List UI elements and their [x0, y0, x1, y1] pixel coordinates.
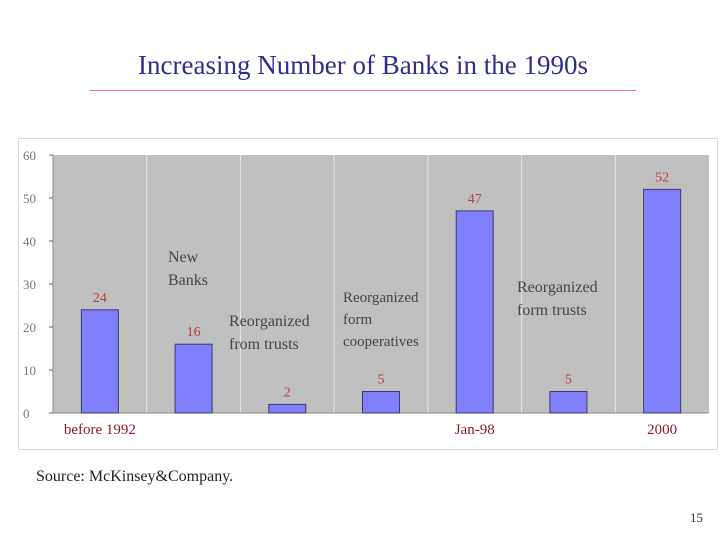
page-number: 15 [690, 510, 703, 525]
bar [455, 210, 494, 414]
x-category-label: 2000 [647, 422, 677, 438]
y-tick-label: 20 [23, 320, 36, 335]
source-note: Source: McKinsey&Company. [36, 468, 234, 485]
bar-value-label: 5 [378, 373, 385, 388]
plot-area [53, 155, 709, 413]
y-tick-label: 0 [23, 406, 30, 421]
bar-value-label: 24 [93, 291, 107, 306]
bar-value-label: 16 [187, 325, 201, 340]
x-category-label: before 1992 [64, 422, 136, 438]
y-tick-label: 10 [23, 363, 36, 378]
title-divider [90, 90, 636, 91]
y-tick-label: 60 [23, 148, 36, 163]
bar-chart: 0 10 20 30 40 50 60 24 before 1992 16 2 5 47 Jan-98 5 5… [23, 148, 709, 438]
x-category-label: Jan-98 [455, 422, 495, 438]
annotation-new-banks: New Banks [168, 249, 208, 289]
y-tick-label: 40 [23, 234, 36, 249]
bar-value-label: 52 [655, 170, 669, 185]
bar-value-label: 47 [468, 192, 482, 207]
annotation-reorganized-from-trusts: Reorganized from trusts [229, 313, 310, 353]
annotation-reorganized-form-cooperatives: Reorganized form cooperatives [343, 290, 419, 350]
bar [80, 309, 119, 414]
bar [362, 391, 400, 414]
annotation-reorganized-form-trusts: Reorganized form trusts [517, 279, 598, 319]
bar [174, 343, 213, 414]
y-tick-label: 50 [23, 191, 36, 206]
chart-frame: 0 10 20 30 40 50 60 24 before 1992 16 2 5 47 Jan-98 5 5… [18, 138, 718, 450]
bar-value-label: 5 [565, 373, 572, 388]
y-tick-label: 30 [23, 277, 36, 292]
slide-title: Increasing Number of Banks in the 1990s [138, 50, 588, 80]
bar [268, 403, 307, 414]
bar [643, 188, 682, 414]
bar [549, 391, 588, 414]
bar-value-label: 2 [284, 385, 291, 400]
